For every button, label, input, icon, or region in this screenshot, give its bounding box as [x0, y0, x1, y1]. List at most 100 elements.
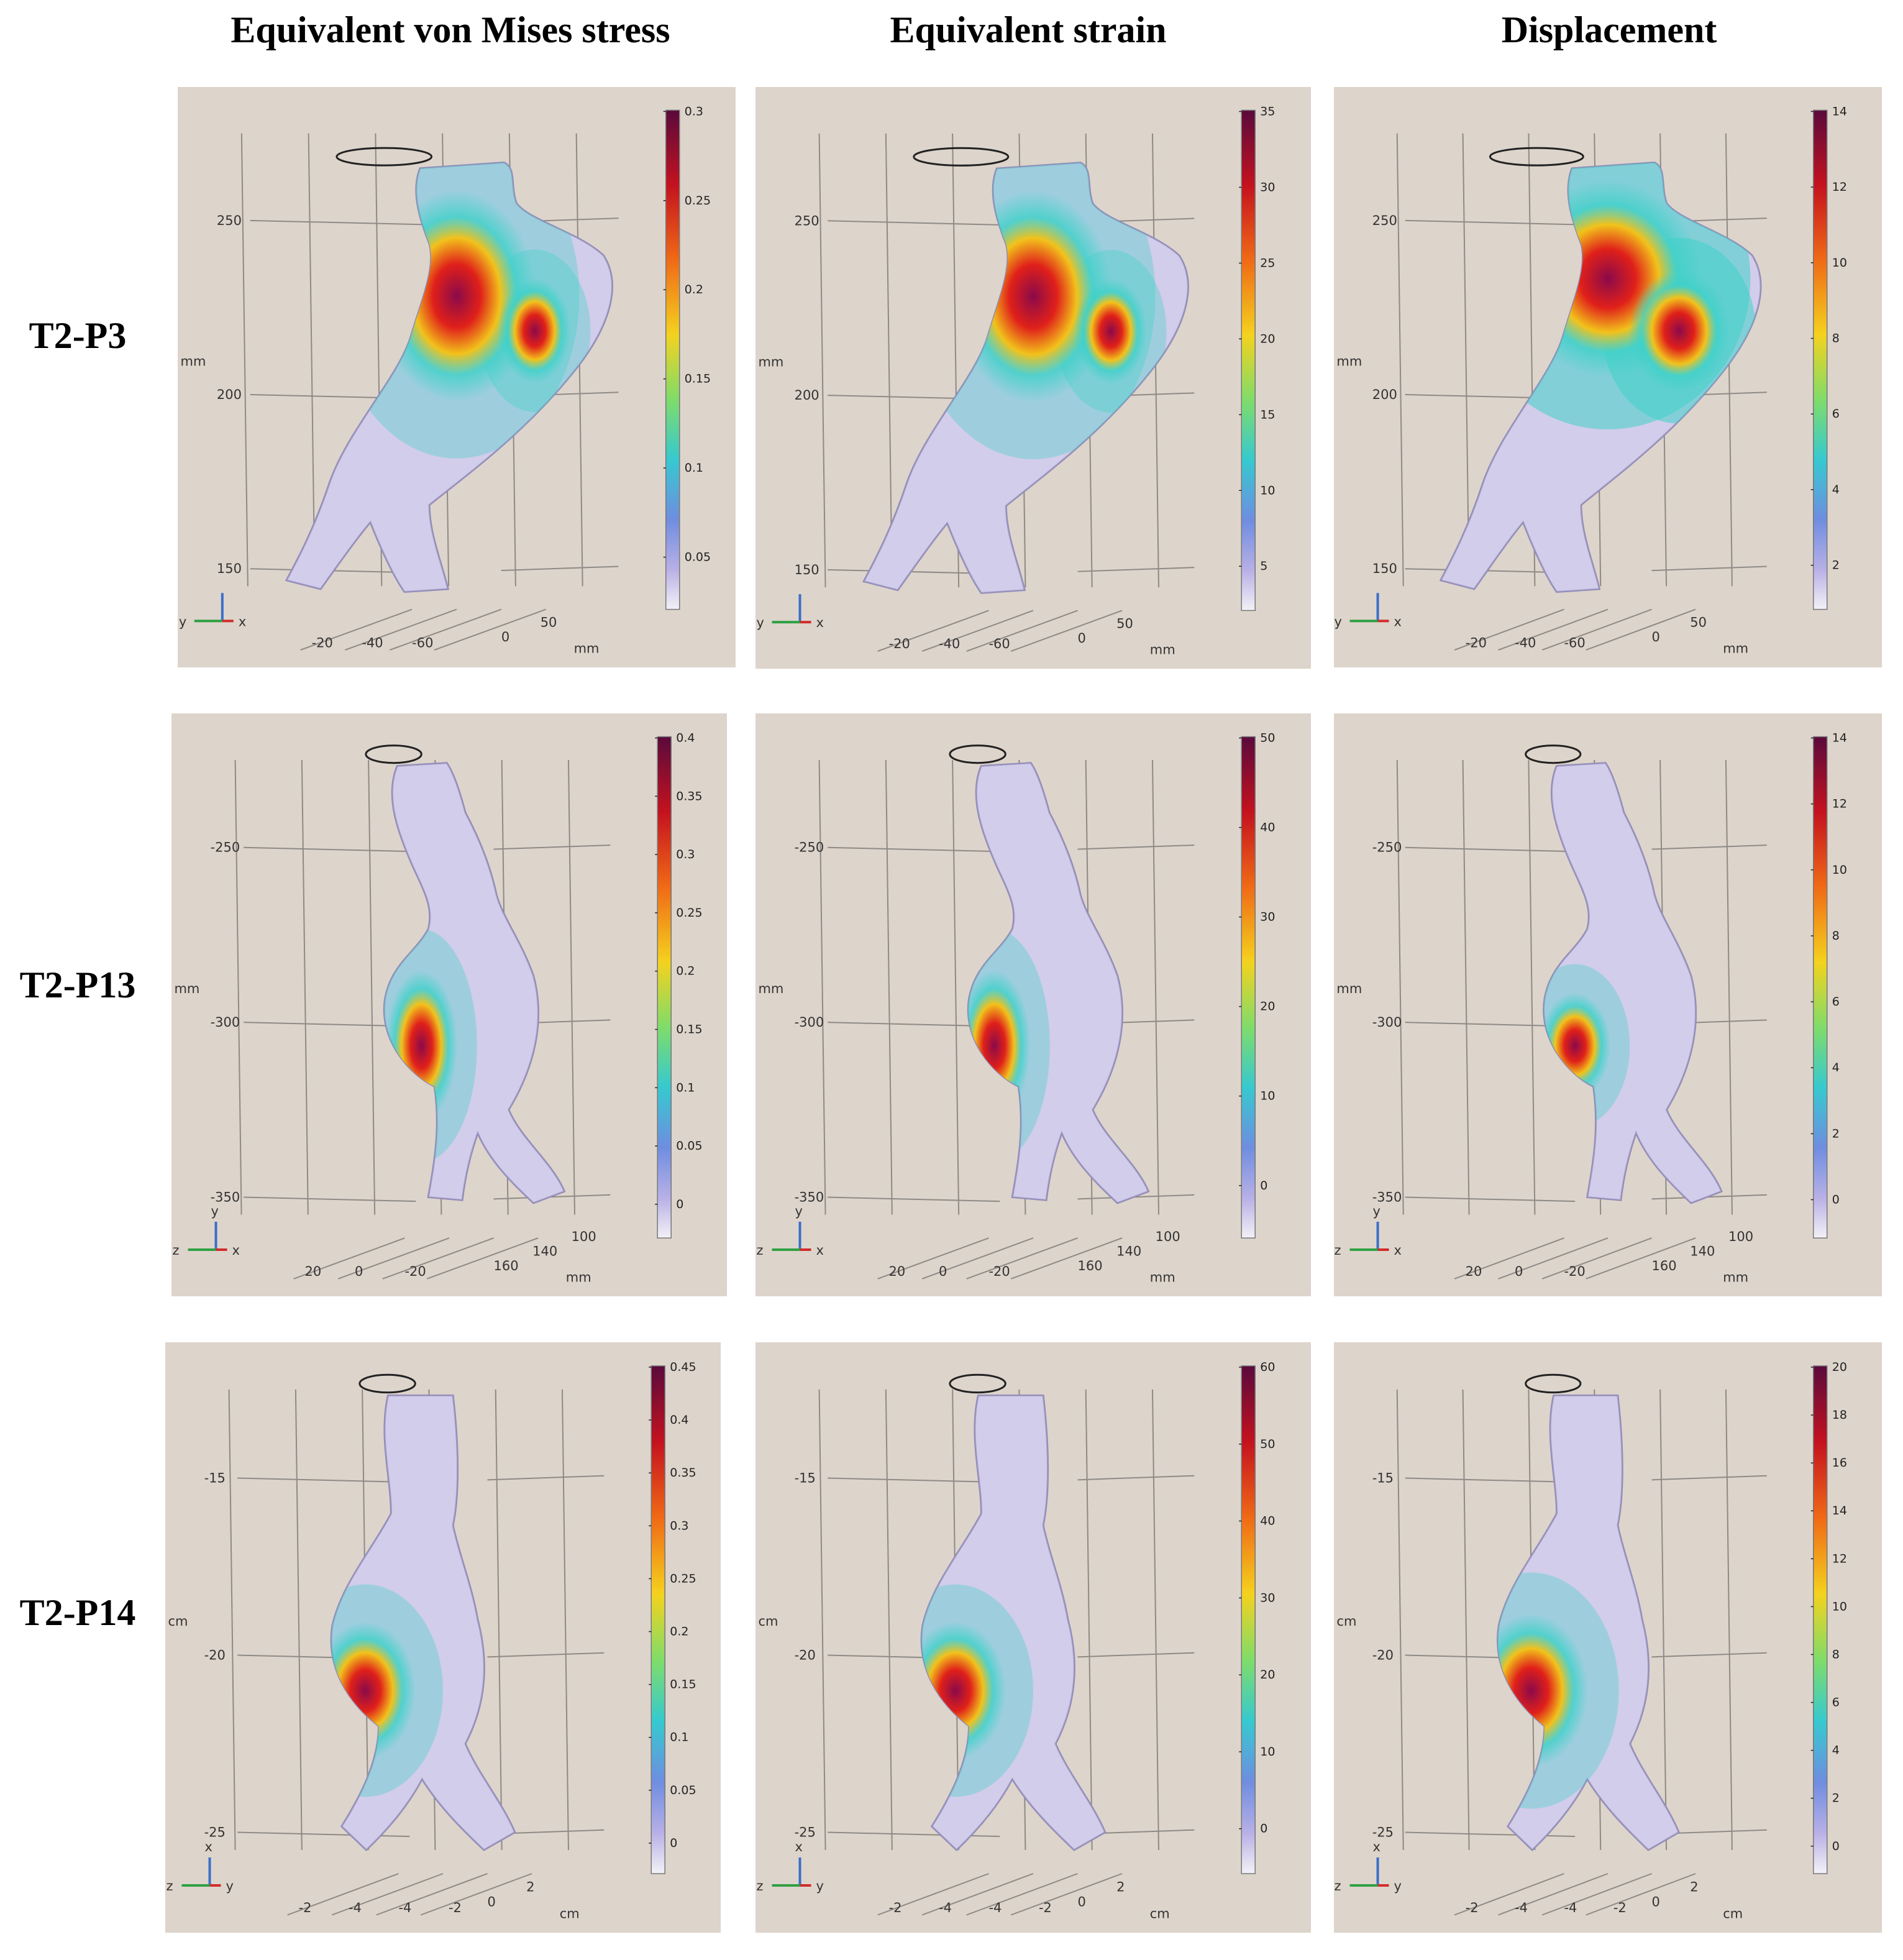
grid-line — [1454, 1873, 1564, 1916]
grid-line — [1725, 1389, 1733, 1851]
triad-label: z — [167, 1879, 173, 1894]
colorbar-tick-label: 0.15 — [670, 1678, 696, 1692]
colorbar-tick-label: 0 — [1832, 1839, 1840, 1853]
colorbar-tick-label: 0 — [676, 1198, 683, 1211]
colorbar-tick-label: 8 — [1832, 929, 1840, 943]
vessel-opening — [1525, 1373, 1582, 1394]
grid-line — [345, 608, 457, 651]
axis-unit-label: mm — [566, 1270, 591, 1285]
colorbar-tick-label: 5 — [1260, 559, 1267, 573]
colorbar-tick-label: 18 — [1832, 1408, 1847, 1422]
colorbar-tick-label: 6 — [1832, 407, 1840, 421]
axis-tick-label: -20 — [204, 1648, 226, 1663]
axis-unit-label: mm — [1336, 981, 1362, 996]
triad-label: z — [757, 1243, 764, 1258]
grid-line — [877, 1237, 989, 1280]
grid-line — [818, 133, 826, 587]
colorbar — [1241, 736, 1256, 1239]
colorbar-tick-label: 20 — [1832, 1360, 1847, 1374]
axis-tick-label: 0 — [1078, 1894, 1086, 1909]
grid-line — [1462, 760, 1470, 1215]
axis-tick-label: 200 — [217, 387, 242, 402]
grid-line — [1541, 1873, 1652, 1916]
grid-line — [294, 1389, 303, 1851]
axis-tick-label: -300 — [1372, 1015, 1402, 1030]
colorbar-tick-label: 20 — [1260, 1000, 1275, 1014]
triad-label: z — [1335, 1879, 1341, 1894]
axis-tick-label: 0 — [1515, 1264, 1523, 1279]
grid-line — [818, 760, 826, 1215]
colorbar-tick-label: 10 — [1832, 256, 1847, 270]
colorbar-tick-label: 50 — [1260, 1437, 1275, 1451]
row-label-t2-p13: T2-P13 — [19, 964, 136, 1005]
colorbar-tick-label: 10 — [1832, 863, 1847, 877]
axis-tick-label: 150 — [217, 561, 242, 576]
colorbar-tick-label: 60 — [1260, 1360, 1275, 1374]
colorbar-tick-label: 0.2 — [670, 1625, 688, 1639]
column-title-stress: Equivalent von Mises stress — [230, 9, 670, 50]
axis-tick-label: -250 — [1372, 840, 1402, 855]
panel-t2-p13-strain: -250 -300 -350 mm 20 0 -20 160 140 100 mm z x y 50 40 30… — [755, 713, 1311, 1296]
grid-line — [828, 1196, 1000, 1202]
grid-line — [250, 219, 424, 226]
colorbar-tick-label: 30 — [1260, 180, 1275, 194]
triad-label: y — [1394, 1879, 1402, 1894]
colorbar-tick-label: 0.25 — [670, 1572, 696, 1585]
grid-line — [885, 1389, 893, 1851]
axis-tick-label: -300 — [795, 1015, 824, 1030]
colorbar-tick-label: 14 — [1832, 104, 1847, 118]
grid-line — [1396, 1389, 1404, 1851]
panel-t2-p13-stress: -250 -300 -350 mm 20 0 -20 160 140 100 mm z x y 0.4 0.3… — [171, 713, 727, 1296]
grid-line — [337, 1237, 450, 1280]
grid-line — [426, 1237, 539, 1280]
grid-line — [240, 133, 249, 587]
colorbar-tick-label: 12 — [1832, 1552, 1847, 1565]
axis-unit-label: cm — [1723, 1906, 1743, 1921]
axis-tick-label: -4 — [1564, 1900, 1577, 1915]
colorbar-tick-label: 4 — [1832, 483, 1840, 497]
grid-line — [1651, 566, 1767, 572]
axis-tick-label: 0 — [1078, 631, 1086, 646]
grid-line — [287, 1873, 399, 1916]
vessel-surface — [383, 762, 566, 1204]
axis-tick-label: -4 — [398, 1900, 411, 1915]
grid-line — [561, 1389, 569, 1851]
stress-hotspot — [385, 969, 458, 1122]
grid-line — [1498, 1873, 1609, 1916]
grid-line — [389, 608, 502, 651]
axis-tick-label: -20 — [1564, 1264, 1585, 1279]
vessel-opening — [949, 1373, 1006, 1394]
axis-tick-label: 140 — [1116, 1243, 1141, 1258]
axis-tick-label: -25 — [795, 1825, 816, 1840]
colorbar — [1813, 1365, 1828, 1874]
axis-tick-label: -40 — [1515, 635, 1536, 650]
colorbar-tick-label: 10 — [1260, 1745, 1275, 1759]
axis-tick-label: 0 — [501, 630, 509, 644]
colorbar-tick-label: 14 — [1832, 731, 1847, 745]
axis-tick-label: 2 — [1116, 1880, 1125, 1895]
colorbar-tick-label: 4 — [1832, 1744, 1840, 1757]
axis-tick-label: 20 — [889, 1264, 906, 1279]
axis-tick-label: 100 — [1156, 1229, 1180, 1244]
grid-line — [244, 1196, 416, 1202]
axis-tick-label: 160 — [1652, 1258, 1677, 1273]
axis-tick-label: -15 — [204, 1471, 226, 1486]
axis-tick-label: 150 — [795, 562, 819, 577]
colorbar-tick-label: 0.25 — [685, 194, 711, 208]
triad-label: x — [232, 1243, 240, 1258]
colorbar-tick-label: 12 — [1832, 797, 1847, 811]
grid-line — [966, 610, 1078, 652]
axis-tick-label: -15 — [795, 1471, 816, 1486]
vessel-opening — [913, 147, 1010, 167]
axis-tick-label: -4 — [349, 1900, 362, 1915]
simulation-plot: 250 200 150 mm -20 -40 -60 0 50 mm y x 0.3 0.25 0.2 0.1… — [179, 104, 711, 656]
row-label-t2-p14: T2-P14 — [19, 1592, 136, 1633]
colorbar — [1241, 109, 1256, 611]
triad-label: y — [1335, 614, 1342, 629]
triad-label: x — [795, 1839, 803, 1854]
grid-line — [921, 1237, 1034, 1280]
axis-unit-label: cm — [168, 1614, 188, 1629]
vessel-opening — [335, 147, 433, 167]
grid-line — [1541, 1237, 1652, 1280]
